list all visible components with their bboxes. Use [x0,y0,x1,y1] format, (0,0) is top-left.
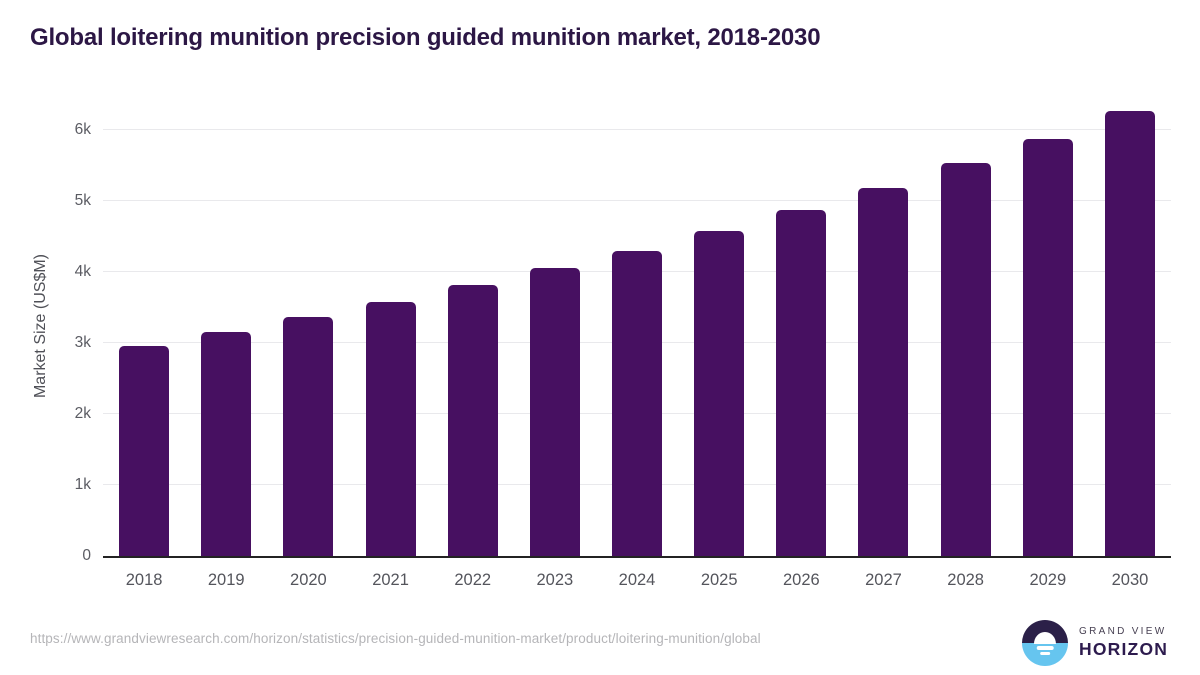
x-tick-label: 2022 [454,571,492,589]
y-tick-label: 1k [74,476,91,494]
x-tick-label: 2027 [865,571,902,589]
y-axis-title: Market Size (US$M) [32,253,49,398]
bar-slot-2021: 2021 [349,95,431,589]
bar-2023 [529,268,580,556]
gridline [103,129,1171,131]
y-tick-label: 3k [74,334,91,352]
chart-title: Global loitering munition precision guid… [30,24,821,51]
y-tick-label: 2k [74,405,91,423]
bar-slot-2020: 2020 [267,95,349,589]
x-tick-label: 2023 [536,571,574,589]
y-tick-label: 5k [74,192,91,210]
y-tick-label: 0 [82,547,91,564]
bar-2028 [940,163,991,556]
x-tick-label: 2028 [947,571,984,589]
bar-2022 [447,285,498,556]
plot-area: Market Size (US$M) 0 1k 2k 3k 4k 5k 6k 2018 201… [32,95,1171,589]
bar-slot-2023: 2023 [514,95,596,589]
logo-reflection-bar [1036,646,1054,650]
source-url: https://www.grandviewresearch.com/horizo… [30,631,761,646]
bar-2021 [365,302,416,556]
bar-2020 [283,317,334,556]
x-tick-label: 2029 [1029,571,1067,589]
bar-slot-2027: 2027 [842,95,924,589]
x-tick-label: 2020 [290,571,327,589]
bar-slot-2019: 2019 [185,95,267,589]
bars-layer: 2018 2019 2020 2021 2022 2023 2024 2025 2026 2027… [103,95,1171,589]
bar-slot-2024: 2024 [596,95,678,589]
bar-2026 [776,209,827,556]
bar-2029 [1022,138,1073,556]
brand-name-top: GRAND VIEW [1079,626,1167,637]
gridline [103,200,1171,202]
bar-2025 [694,230,745,556]
bar-2030 [1104,110,1155,556]
horizon-sun-logo-icon [1022,620,1068,666]
x-tick-label: 2026 [782,571,820,589]
x-tick-label: 2021 [372,571,409,589]
x-tick-label: 2025 [700,571,738,589]
brand-name-bottom: HORIZON [1079,639,1169,659]
logo-reflection-bar [1040,651,1050,656]
bar-slot-2025: 2025 [678,95,760,589]
y-tick-label: 6k [74,121,91,139]
x-tick-label: 2019 [207,571,245,589]
x-tick-label: 2030 [1111,571,1149,589]
brand-logo-text: GRAND VIEW HORIZON [1079,626,1168,660]
bar-slot-2029: 2029 [1007,95,1089,589]
bar-slot-2026: 2026 [760,95,842,589]
x-tick-label: 2018 [125,571,163,589]
bar-slot-2030: 2030 [1089,95,1171,589]
bar-2019 [201,331,252,556]
y-tick-label: 4k [74,263,91,281]
bar-slot-2018: 2018 [103,95,185,589]
bar-2024 [612,251,663,556]
bar-slot-2022: 2022 [432,95,514,589]
brand-logo: GRAND VIEW HORIZON [1022,620,1168,666]
bar-2018 [119,345,170,556]
x-tick-label: 2024 [618,571,656,589]
bar-2027 [858,187,909,556]
logo-sun-shape [1033,632,1057,645]
bar-slot-2028: 2028 [925,95,1007,589]
